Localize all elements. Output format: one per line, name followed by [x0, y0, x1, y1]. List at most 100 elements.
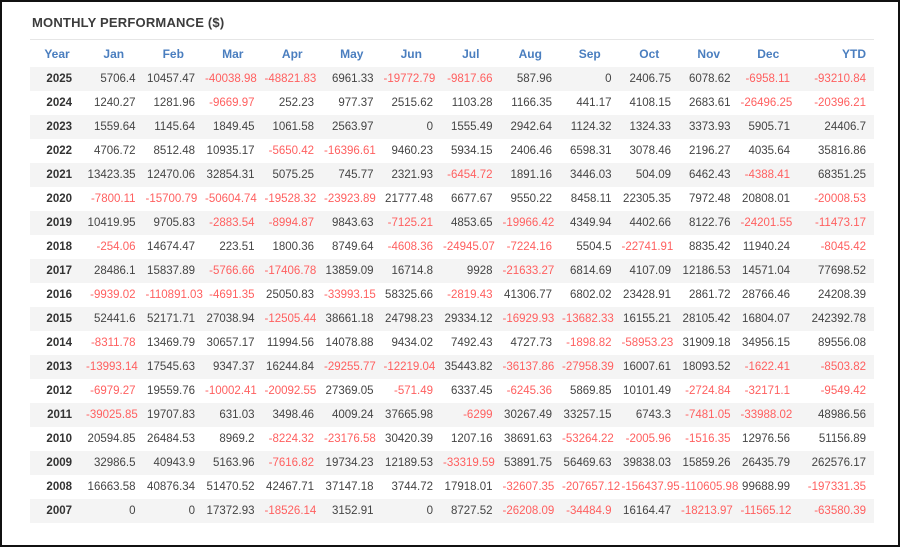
value-cell: -26208.09 [501, 499, 561, 523]
value-cell: 6802.02 [560, 283, 620, 307]
value-cell: -5766.66 [203, 259, 263, 283]
value-cell: -6454.72 [441, 163, 501, 187]
value-cell: 77698.52 [798, 259, 874, 283]
value-cell: -20396.21 [798, 91, 874, 115]
value-cell: 1207.16 [441, 427, 501, 451]
table-row: 20231559.641145.641849.451061.582563.970… [30, 115, 874, 139]
year-cell: 2019 [30, 211, 84, 235]
value-cell: 52441.6 [84, 307, 144, 331]
value-cell: 12470.06 [144, 163, 204, 187]
value-cell: 8969.2 [203, 427, 263, 451]
value-cell: 1555.49 [441, 115, 501, 139]
value-cell: -63580.39 [798, 499, 874, 523]
value-cell: 53891.75 [501, 451, 561, 475]
monthly-performance-widget: MONTHLY PERFORMANCE ($) YearJanFebMarApr… [0, 0, 900, 547]
value-cell: -8311.78 [84, 331, 144, 355]
value-cell: -254.06 [84, 235, 144, 259]
table-row: 20241240.271281.96-9669.97252.23977.3725… [30, 91, 874, 115]
value-cell: 14674.47 [144, 235, 204, 259]
table-row: 2016-9939.02-110891.03-4691.3525050.83-3… [30, 283, 874, 307]
value-cell: 32986.5 [84, 451, 144, 475]
value-cell: 2406.46 [501, 139, 561, 163]
value-cell: 17918.01 [441, 475, 501, 499]
value-cell: 977.37 [322, 91, 382, 115]
value-cell: 42467.71 [263, 475, 323, 499]
value-cell: -19966.42 [501, 211, 561, 235]
column-header-aug: Aug [501, 40, 561, 67]
value-cell: 0 [382, 499, 442, 523]
value-cell: -23176.58 [322, 427, 382, 451]
value-cell: -21633.27 [501, 259, 561, 283]
value-cell: 24406.7 [798, 115, 874, 139]
table-row: 20255706.410457.47-40038.98-48821.836961… [30, 67, 874, 91]
table-row: 2014-8311.7813469.7930657.1711994.561407… [30, 331, 874, 355]
value-cell: 10935.17 [203, 139, 263, 163]
value-cell: 9434.02 [382, 331, 442, 355]
value-cell: 587.96 [501, 67, 561, 91]
table-row: 20070017372.93-18526.143152.9108727.52-2… [30, 499, 874, 523]
value-cell: 35443.82 [441, 355, 501, 379]
value-cell: -50604.74 [203, 187, 263, 211]
value-cell: 745.77 [322, 163, 382, 187]
value-cell: 28486.1 [84, 259, 144, 283]
value-cell: -2883.54 [203, 211, 263, 235]
value-cell: -15700.79 [144, 187, 204, 211]
value-cell: 1281.96 [144, 91, 204, 115]
column-header-ytd: YTD [798, 40, 874, 67]
value-cell: 2683.61 [679, 91, 739, 115]
value-cell: -2724.84 [679, 379, 739, 403]
value-cell: -9817.66 [441, 67, 501, 91]
value-cell: 17545.63 [144, 355, 204, 379]
value-cell: 2563.97 [322, 115, 382, 139]
value-cell: 13859.09 [322, 259, 382, 283]
value-cell: 56469.63 [560, 451, 620, 475]
value-cell: 19559.76 [144, 379, 204, 403]
value-cell: 5163.96 [203, 451, 263, 475]
value-cell: 20808.01 [739, 187, 799, 211]
value-cell: 1324.33 [620, 115, 680, 139]
value-cell: 15859.26 [679, 451, 739, 475]
value-cell: 37665.98 [382, 403, 442, 427]
value-cell: 0 [382, 115, 442, 139]
year-cell: 2021 [30, 163, 84, 187]
page-title: MONTHLY PERFORMANCE ($) [30, 15, 874, 30]
value-cell: 252.23 [263, 91, 323, 115]
value-cell: -24945.07 [441, 235, 501, 259]
year-cell: 2017 [30, 259, 84, 283]
column-header-dec: Dec [739, 40, 799, 67]
value-cell: 242392.78 [798, 307, 874, 331]
table-row: 201910419.959705.83-2883.54-8994.879843.… [30, 211, 874, 235]
value-cell: -110891.03 [144, 283, 204, 307]
value-cell: 4349.94 [560, 211, 620, 235]
year-cell: 2023 [30, 115, 84, 139]
year-cell: 2009 [30, 451, 84, 475]
value-cell: 41306.77 [501, 283, 561, 307]
value-cell: 4107.09 [620, 259, 680, 283]
value-cell: -6958.11 [739, 67, 799, 91]
value-cell: 2942.64 [501, 115, 561, 139]
year-cell: 2007 [30, 499, 84, 523]
value-cell: -197331.35 [798, 475, 874, 499]
value-cell: 39838.03 [620, 451, 680, 475]
value-cell: -4691.35 [203, 283, 263, 307]
value-cell: 0 [144, 499, 204, 523]
value-cell: -16929.93 [501, 307, 561, 331]
value-cell: 51470.52 [203, 475, 263, 499]
value-cell: 22305.35 [620, 187, 680, 211]
value-cell: 16663.58 [84, 475, 144, 499]
column-header-year: Year [30, 40, 84, 67]
value-cell: -33993.15 [322, 283, 382, 307]
value-cell: -110605.98 [679, 475, 739, 499]
value-cell: -11473.17 [798, 211, 874, 235]
value-cell: -33319.59 [441, 451, 501, 475]
value-cell: -32607.35 [501, 475, 561, 499]
value-cell: -571.49 [382, 379, 442, 403]
column-header-oct: Oct [620, 40, 680, 67]
value-cell: -8045.42 [798, 235, 874, 259]
value-cell: 19734.23 [322, 451, 382, 475]
value-cell: 4402.66 [620, 211, 680, 235]
value-cell: 9347.37 [203, 355, 263, 379]
column-header-nov: Nov [679, 40, 739, 67]
value-cell: 6598.31 [560, 139, 620, 163]
table-row: 201728486.115837.89-5766.66-17406.781385… [30, 259, 874, 283]
